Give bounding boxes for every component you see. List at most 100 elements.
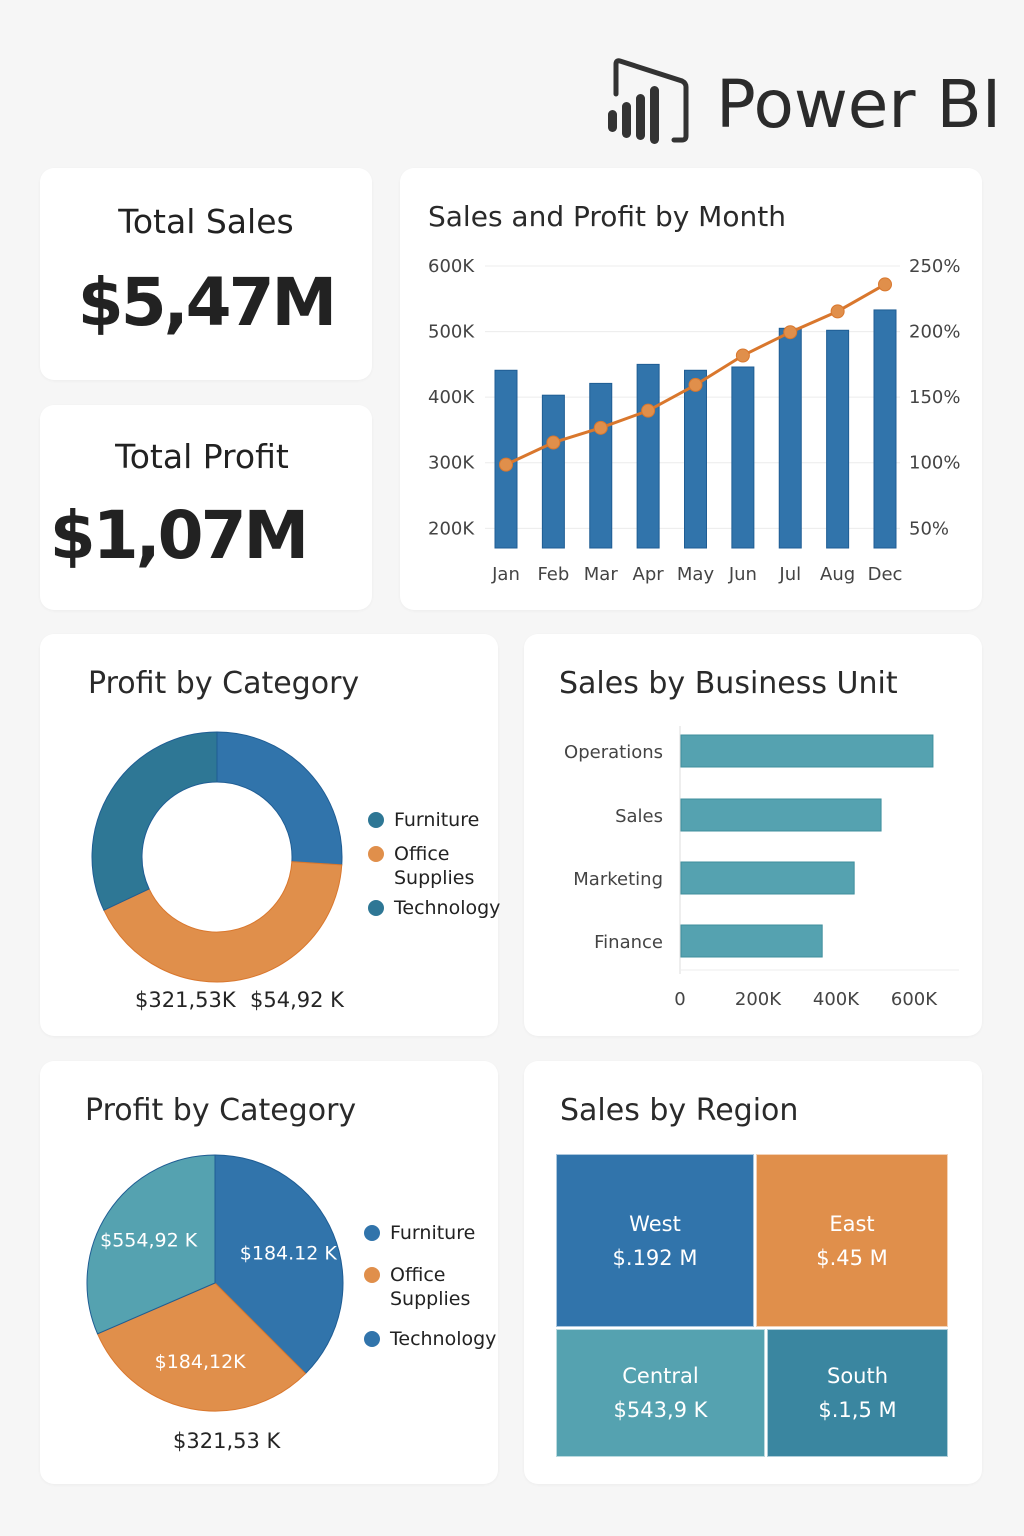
chart-title: Sales by Business Unit bbox=[559, 666, 898, 701]
y-left-tick-label: 200K bbox=[428, 518, 475, 539]
pie-slice-furniture bbox=[214, 1154, 344, 1375]
profit-point-apr bbox=[641, 403, 656, 418]
profit-point-jul bbox=[783, 325, 798, 340]
profit-by-category-donut-card: Profit by Category Furniture Office Suppl… bbox=[40, 634, 500, 1036]
x-tick-label: 0 bbox=[674, 989, 685, 1010]
y-left-tick-label: 300K bbox=[428, 453, 475, 474]
brand-name: Power BI bbox=[716, 66, 1002, 143]
profit-by-category-pie-card: Profit by Category $184.12 K $184,12K $554… bbox=[40, 1061, 498, 1484]
x-tick-label: 400K bbox=[813, 989, 860, 1010]
x-tick-label: Feb bbox=[537, 564, 569, 585]
profit-point-feb bbox=[546, 435, 561, 450]
legend-dot-icon bbox=[368, 846, 384, 862]
category-label: Sales bbox=[615, 806, 663, 827]
tile-value: $543,9 K bbox=[613, 1398, 708, 1422]
category-label: Operations bbox=[564, 742, 663, 763]
legend-label: Furniture bbox=[390, 1222, 476, 1244]
bar-jun bbox=[731, 366, 755, 549]
legend-label: Technology bbox=[394, 897, 501, 919]
legend-dot-icon bbox=[364, 1225, 380, 1241]
y-right-tick-label: 50% bbox=[909, 518, 949, 539]
x-tick-label: 200K bbox=[735, 989, 782, 1010]
kpi-card-total-profit: Total Profit $1,07M bbox=[40, 405, 372, 610]
legend-label: Technology bbox=[390, 1328, 497, 1350]
chart-title: Profit by Category bbox=[85, 1093, 357, 1128]
treemap-tile-central[interactable]: Central $543,9 K bbox=[556, 1329, 765, 1457]
bar-mar bbox=[589, 382, 613, 549]
tile-value: $.1,5 M bbox=[818, 1398, 897, 1422]
legend-item[interactable]: Technology bbox=[364, 1327, 496, 1351]
pie-footer-label: $321,53 K bbox=[173, 1429, 281, 1453]
kpi-value: $5,47M bbox=[77, 264, 337, 341]
y-right-tick-label: 250% bbox=[909, 256, 960, 277]
bar-sales bbox=[680, 798, 882, 832]
treemap-tile-west[interactable]: West $.192 M bbox=[556, 1154, 754, 1327]
profit-point-may bbox=[688, 377, 703, 392]
legend-dot-icon bbox=[368, 900, 384, 916]
pie-slice-office-supplies bbox=[96, 1282, 307, 1412]
brand: Power BI bbox=[604, 58, 1001, 148]
bar-finance bbox=[680, 924, 823, 958]
y-right-tick-label: 150% bbox=[909, 387, 960, 408]
y-right-tick-label: 200% bbox=[909, 322, 960, 343]
sales-by-business-unit-card: Sales by Business Unit Operations Sales Ma… bbox=[524, 634, 982, 1036]
tile-value: $.45 M bbox=[816, 1245, 888, 1270]
bar-operations bbox=[680, 734, 934, 768]
y-left-tick-label: 500K bbox=[428, 322, 475, 343]
chart-title: Profit by Category bbox=[88, 666, 360, 701]
bar-dec bbox=[873, 309, 897, 549]
x-tick-label: Jun bbox=[728, 564, 757, 585]
profit-point-jan bbox=[499, 457, 513, 472]
tile-value: $.192 M bbox=[612, 1245, 698, 1270]
category-label: Finance bbox=[594, 932, 663, 953]
profit-point-aug bbox=[830, 304, 845, 319]
legend-dot-icon bbox=[364, 1331, 380, 1347]
donut-chart bbox=[91, 731, 343, 983]
pie-slice-technology bbox=[86, 1154, 216, 1335]
legend-item[interactable]: Technology bbox=[368, 896, 500, 920]
x-tick-label: May bbox=[677, 564, 715, 585]
sales-profit-by-month-card: Sales and Profit by Month 600K 250% 500K 20… bbox=[400, 168, 982, 610]
legend-item[interactable]: Office Supplies bbox=[368, 842, 474, 890]
pie-chart: $184.12 K $184,12K $554,92 K bbox=[86, 1154, 344, 1412]
x-tick-label: 600K bbox=[891, 989, 938, 1010]
legend-item[interactable]: Furniture bbox=[368, 808, 479, 832]
legend-label: Office Supplies bbox=[390, 1264, 471, 1310]
x-tick-label: Dec bbox=[868, 564, 903, 585]
donut-slice-technology bbox=[91, 731, 218, 911]
x-tick-label: Jan bbox=[491, 564, 520, 585]
legend-item[interactable]: Furniture bbox=[364, 1221, 475, 1245]
x-tick-label: Jul bbox=[778, 564, 801, 585]
x-tick-label: Mar bbox=[584, 564, 619, 585]
kpi-value: $1,07M bbox=[49, 497, 309, 574]
profit-point-jun bbox=[735, 348, 750, 363]
y-left-tick-label: 400K bbox=[428, 387, 475, 408]
bar-marketing bbox=[680, 861, 855, 895]
profit-point-dec bbox=[878, 277, 892, 292]
bar-may bbox=[684, 369, 707, 549]
tile-name: Central bbox=[622, 1364, 699, 1388]
x-tick-label: Aug bbox=[820, 564, 855, 585]
legend-dot-icon bbox=[368, 812, 384, 828]
legend-dot-icon bbox=[364, 1267, 380, 1283]
horizontal-bar-chart: Operations Sales Marketing Finance 0 200K 400K… bbox=[564, 726, 959, 1010]
power-bi-logo-icon bbox=[608, 58, 689, 144]
bar-feb bbox=[541, 394, 565, 549]
legend-label: Office Supplies bbox=[394, 843, 475, 889]
kpi-card-total-sales: Total Sales $5,47M bbox=[40, 168, 372, 380]
donut-slice-furniture bbox=[216, 731, 343, 866]
bar-aug bbox=[826, 329, 850, 549]
pie-slice-label: $554,92 K bbox=[100, 1229, 198, 1251]
treemap-tile-south[interactable]: South $.1,5 M bbox=[767, 1329, 948, 1457]
pie-slice-label: $184.12 K bbox=[240, 1243, 338, 1265]
y-left-tick-label: 600K bbox=[428, 256, 475, 277]
legend-item[interactable]: Office Supplies bbox=[364, 1263, 470, 1311]
sales-by-region-card: Sales by Region West $.192 M East $.45 M… bbox=[524, 1061, 982, 1484]
combo-chart: 600K 250% 500K 200% 400K 150% 300K 100% 200K 50% J… bbox=[428, 256, 960, 585]
donut-slice-office-supplies bbox=[103, 861, 343, 983]
treemap-tile-east[interactable]: East $.45 M bbox=[756, 1154, 948, 1327]
category-label: Marketing bbox=[573, 869, 663, 890]
pie-slice-label: $184,12K bbox=[155, 1351, 247, 1373]
bar-apr bbox=[636, 363, 660, 549]
profit-point-mar bbox=[593, 420, 608, 435]
